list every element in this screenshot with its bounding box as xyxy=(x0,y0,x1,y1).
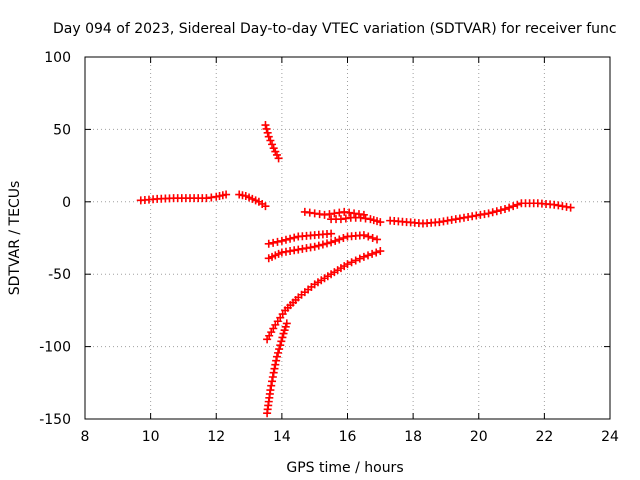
data-point xyxy=(496,206,505,215)
y-tick-label: 0 xyxy=(62,195,71,211)
data-point xyxy=(271,360,280,369)
data-point xyxy=(327,238,336,247)
series-arc-8 xyxy=(263,247,385,344)
data-point xyxy=(272,352,281,361)
data-point xyxy=(355,254,364,263)
data-point xyxy=(339,234,348,242)
data-point xyxy=(261,202,270,211)
chart-title: Day 094 of 2023, Sidereal Day-to-day VTE… xyxy=(53,21,617,37)
data-point xyxy=(509,202,518,211)
data-point xyxy=(492,207,501,216)
data-point xyxy=(501,205,509,214)
data-point xyxy=(359,231,368,240)
data-point xyxy=(359,252,368,261)
data-point xyxy=(484,209,493,218)
data-point xyxy=(268,140,277,149)
data-point xyxy=(373,235,382,244)
data-point xyxy=(277,337,286,346)
data-point xyxy=(286,234,295,243)
data-points xyxy=(136,121,575,418)
data-point xyxy=(275,345,284,354)
x-tick-label: 18 xyxy=(404,429,422,445)
data-point xyxy=(262,124,271,133)
data-point xyxy=(277,236,286,245)
data-point xyxy=(270,364,279,373)
data-point xyxy=(268,373,277,382)
data-point xyxy=(264,239,273,248)
data-point xyxy=(261,121,270,130)
series-arc-1 xyxy=(136,190,231,205)
data-point xyxy=(272,356,281,365)
x-tick-label: 20 xyxy=(470,429,488,445)
data-point xyxy=(327,229,336,238)
y-tick-label: 100 xyxy=(44,50,71,66)
data-point xyxy=(263,128,272,137)
data-point xyxy=(364,251,373,260)
y-axis-label: SDTVAR / TECUs xyxy=(7,181,23,296)
series-arc-6 xyxy=(264,229,336,248)
series-arc-7 xyxy=(264,231,382,263)
data-point xyxy=(376,247,385,256)
x-tick-label: 14 xyxy=(273,429,291,445)
data-point xyxy=(368,234,377,242)
plot-frame xyxy=(84,56,611,420)
data-point xyxy=(314,241,323,250)
x-tick-label: 12 xyxy=(207,429,225,445)
data-point xyxy=(266,136,275,145)
data-point xyxy=(505,203,514,212)
data-point xyxy=(347,258,356,267)
data-point xyxy=(331,236,340,245)
data-point xyxy=(318,240,327,249)
series-arc-4 xyxy=(300,207,368,219)
data-point xyxy=(282,319,291,328)
x-tick-label: 16 xyxy=(339,429,357,445)
data-point xyxy=(269,238,278,247)
y-tick-label: 50 xyxy=(53,122,71,138)
data-point xyxy=(351,256,360,265)
data-point xyxy=(343,260,352,269)
x-tick-label: 22 xyxy=(535,429,553,445)
data-point xyxy=(364,232,373,241)
data-point xyxy=(264,132,273,141)
series-arc-3 xyxy=(261,121,283,163)
series-arc-5 xyxy=(327,213,385,227)
data-point xyxy=(488,208,497,217)
y-tick-label: -100 xyxy=(39,340,71,356)
data-point xyxy=(566,203,575,212)
data-point xyxy=(310,242,319,251)
data-point xyxy=(322,239,331,248)
data-point xyxy=(335,235,344,244)
axis-ticks: 8 10 12 14 16 18 20 22 24 -150 -100 -50 0 50 100 xyxy=(39,50,619,445)
x-tick-label: 8 xyxy=(81,429,90,445)
data-point xyxy=(269,368,278,377)
data-point xyxy=(266,386,275,395)
data-point xyxy=(290,233,299,242)
x-tick-label: 10 xyxy=(142,429,160,445)
data-point xyxy=(278,333,287,342)
x-tick-label: 24 xyxy=(601,429,619,445)
series-arc-10 xyxy=(386,199,575,228)
data-point xyxy=(268,377,277,386)
data-point xyxy=(372,248,381,257)
data-point xyxy=(368,249,377,258)
data-point xyxy=(222,190,231,199)
data-point xyxy=(513,200,522,209)
data-point xyxy=(274,348,283,357)
data-point xyxy=(281,235,290,244)
data-point xyxy=(274,154,283,163)
data-point xyxy=(273,237,282,246)
series-arc-2 xyxy=(235,190,270,211)
x-axis-label: GPS time / hours xyxy=(286,460,403,476)
data-point xyxy=(276,341,285,350)
y-tick-label: -50 xyxy=(48,267,71,283)
series-arc-9 xyxy=(263,319,291,418)
data-point xyxy=(267,381,276,390)
data-point xyxy=(376,218,385,227)
y-tick-label: -150 xyxy=(39,412,71,428)
